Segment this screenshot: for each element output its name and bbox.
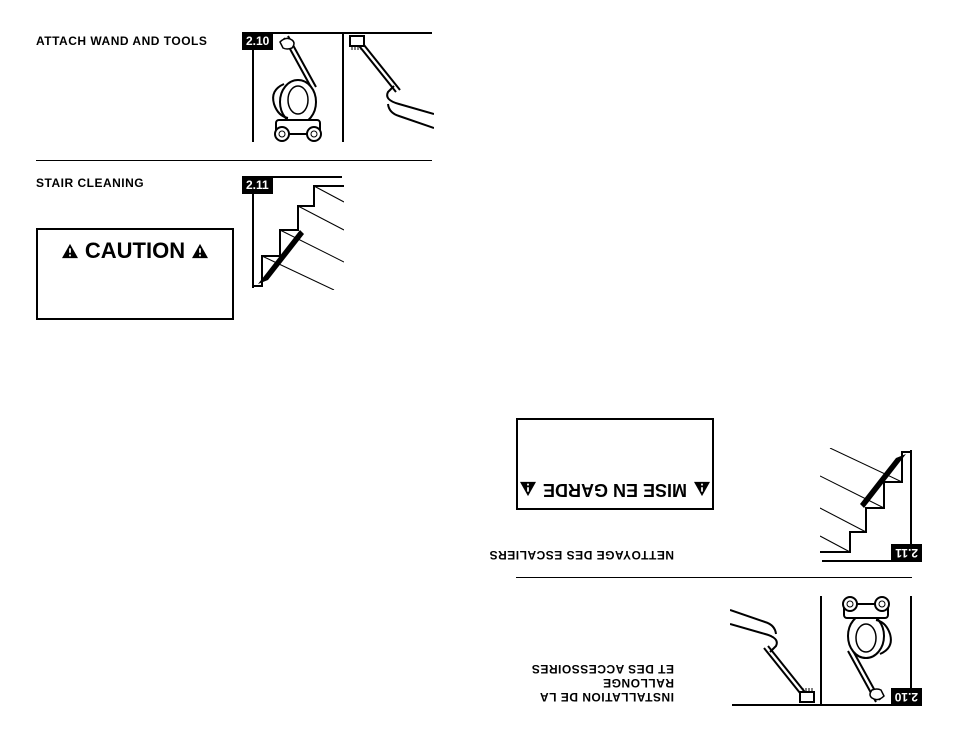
step-label-2-10: 2.10: [242, 32, 273, 50]
illustration-attach-brush-tool: [342, 32, 432, 142]
brush-tool-svg: [344, 34, 434, 144]
warning-icon: [191, 243, 209, 259]
fr-section-title-install-line1: INSTALLATION DE LA RALLONGE: [494, 676, 674, 704]
section-title-attach-wand: ATTACH WAND AND TOOLS: [36, 34, 207, 48]
fr-caution-box: MISE EN GARDE: [516, 418, 714, 510]
fr-caution-text: MISE EN GARDE: [543, 479, 687, 500]
caution-text: CAUTION: [85, 238, 185, 264]
fr-brush-tool-svg: [730, 594, 820, 704]
french-page-flipped: INSTALLATION DE LA RALLONGE ET DES ACCES…: [477, 0, 954, 738]
fr-caution-title: MISE EN GARDE: [519, 479, 711, 500]
section-title-stair-cleaning: STAIR CLEANING: [36, 176, 144, 190]
stairs-svg: [254, 178, 344, 290]
warning-icon: [61, 243, 79, 259]
fr-divider-1: [516, 577, 912, 578]
warning-icon: [693, 482, 711, 498]
caution-box: CAUTION: [36, 228, 234, 320]
fr-step-label-2-10: 2.10: [891, 688, 922, 706]
fr-section-title-install-line2: ET DES ACCESSOIRES: [494, 662, 674, 676]
vacuum-wand-svg: [254, 34, 344, 144]
fr-section-title-stairs: NETTOYAGE DES ESCALIERS: [489, 548, 674, 562]
fr-illustration-attach-brush-tool: [732, 596, 822, 706]
caution-title: CAUTION: [61, 238, 209, 264]
warning-icon: [519, 482, 537, 498]
divider-1: [36, 160, 432, 161]
step-label-2-11: 2.11: [242, 176, 273, 194]
fr-step-label-2-11: 2.11: [891, 544, 922, 562]
